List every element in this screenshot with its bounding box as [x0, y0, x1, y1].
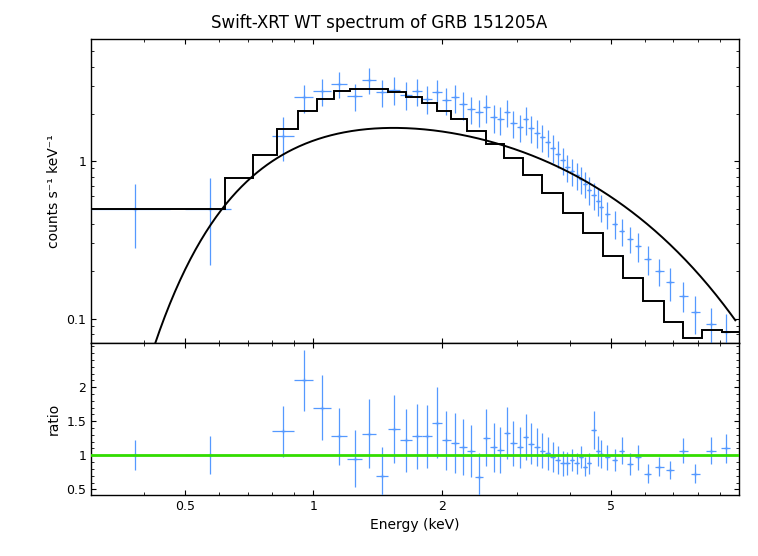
Y-axis label: counts s⁻¹ keV⁻¹: counts s⁻¹ keV⁻¹	[47, 134, 61, 248]
Y-axis label: ratio: ratio	[46, 403, 61, 435]
Text: Swift-XRT WT spectrum of GRB 151205A: Swift-XRT WT spectrum of GRB 151205A	[211, 14, 547, 32]
X-axis label: Energy (keV): Energy (keV)	[370, 518, 460, 532]
